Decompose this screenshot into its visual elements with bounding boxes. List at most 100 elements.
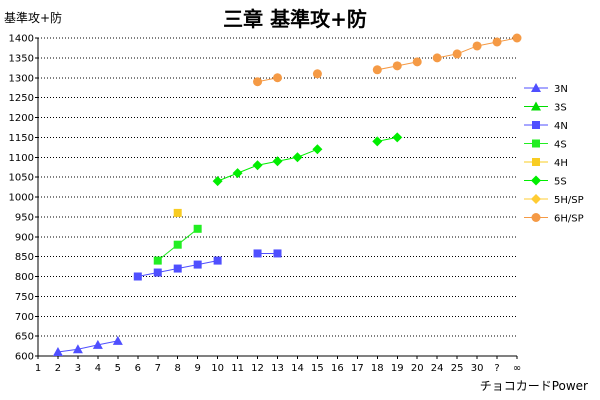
data-point-5s	[312, 144, 323, 155]
x-tick-label: 6	[135, 363, 141, 374]
data-point-6h-sp	[253, 77, 263, 87]
y-tick-label: 1400	[9, 34, 34, 45]
data-point-4s	[153, 256, 162, 265]
y-tick-label: 700	[15, 312, 34, 323]
data-point-4s	[193, 224, 202, 233]
grid-lines	[38, 37, 517, 337]
series-line-3n	[57, 340, 118, 353]
data-point-4h	[173, 208, 182, 217]
x-tick-label: 19	[391, 363, 404, 374]
data-point-6h-sp	[452, 49, 462, 59]
data-point-6h-sp	[512, 33, 522, 43]
legend-marker-5h-sp	[531, 194, 541, 204]
y-axis-title: 基準攻+防	[4, 10, 62, 25]
data-point-4n	[273, 249, 282, 258]
data-point-5s	[372, 136, 383, 147]
x-tick-label: 1	[35, 363, 41, 374]
x-tick-label: 14	[291, 363, 304, 374]
data-series	[52, 33, 522, 357]
legend-marker-4s	[532, 139, 540, 148]
y-tick-labels: 600 650 700 750 800 850 900 950 1000 1050 1100 1150…	[9, 34, 34, 363]
data-point-5s	[252, 160, 263, 171]
y-tick-label: 1000	[9, 193, 34, 204]
x-tick-label: 11	[231, 363, 244, 374]
x-tick-label: 12	[251, 363, 264, 374]
y-tick-label: 1350	[9, 53, 34, 64]
legend: 3N 3S 4N 4S 4H 5S 5H/SP 6H/SP	[524, 83, 584, 225]
x-tick-label: 20	[411, 363, 424, 374]
y-tick-label: 1200	[9, 113, 34, 124]
y-tick-label: 1100	[9, 153, 34, 164]
y-tick-label: 1150	[9, 133, 34, 144]
data-point-6h-sp	[432, 53, 442, 63]
data-point-3n	[112, 335, 123, 345]
y-tick-label: 850	[15, 252, 34, 263]
x-tick-label: 17	[351, 363, 364, 374]
axes	[35, 37, 518, 359]
data-point-6h-sp	[412, 57, 422, 67]
legend-marker-6h-sp	[531, 213, 541, 222]
data-point-4n	[153, 268, 162, 277]
legend-label-5s: 5S	[554, 177, 567, 188]
data-point-3n	[92, 339, 103, 349]
x-tick-label: 3	[75, 363, 81, 374]
y-tick-label: 950	[15, 212, 34, 223]
legend-marker-3n	[531, 83, 541, 92]
x-tick-label: 15	[311, 363, 324, 374]
data-point-3n	[72, 344, 83, 354]
x-tick-label: 25	[451, 363, 464, 374]
y-tick-label: 1050	[9, 173, 34, 184]
chart-title: 三章 基準攻+防	[223, 7, 367, 31]
data-point-3n	[52, 347, 63, 357]
y-tick-label: 1300	[9, 73, 34, 84]
x-tick-label: ?	[494, 363, 499, 374]
data-point-4n	[133, 272, 142, 281]
y-tick-label: 900	[15, 232, 34, 243]
legend-label-5h-sp: 5H/SP	[554, 195, 584, 206]
x-tick-label: 5	[115, 363, 121, 374]
y-tick-label: 750	[15, 292, 34, 303]
legend-marker-4n	[532, 121, 540, 129]
data-point-6h-sp	[392, 61, 402, 71]
series-line-5s	[217, 148, 318, 182]
data-point-6h-sp	[312, 69, 322, 79]
legend-label-4h: 4H	[554, 158, 568, 169]
data-point-4n	[173, 264, 182, 273]
y-tick-label: 800	[15, 272, 34, 283]
data-point-4s	[173, 240, 182, 249]
data-point-5s	[272, 156, 283, 167]
legend-marker-5s	[531, 175, 541, 186]
x-tick-labels: 1 2 3 4 5 6 7 8 9 10 11 12 13 14 15 16 17 18 19 20 24 25 30? ∞	[35, 363, 521, 374]
legend-label-3s: 3S	[554, 103, 567, 114]
data-point-6h-sp	[472, 41, 482, 51]
data-point-5s	[212, 176, 223, 187]
x-tick-label: 18	[371, 363, 384, 374]
data-point-4n	[193, 260, 202, 269]
x-tick-label: 24	[431, 363, 444, 374]
data-point-6h-sp	[273, 73, 282, 83]
data-point-6h-sp	[372, 65, 382, 75]
x-axis-title: チョコカードPower	[480, 379, 588, 393]
x-tick-label: 2	[55, 363, 61, 374]
data-point-5s	[292, 152, 303, 163]
data-point-4n	[253, 249, 262, 258]
legend-label-4s: 4S	[554, 140, 567, 151]
x-tick-label: 10	[211, 363, 224, 374]
x-tick-label: ∞	[513, 363, 521, 374]
data-point-6h-sp	[492, 37, 502, 47]
data-point-5s	[392, 132, 403, 143]
x-tick-label: 7	[155, 363, 161, 374]
legend-marker-3s	[531, 101, 541, 111]
legend-marker-4h	[532, 158, 540, 166]
y-tick-label: 1250	[9, 93, 34, 104]
x-tick-label: 9	[194, 363, 200, 374]
x-tick-label: 13	[271, 363, 284, 374]
data-point-4n	[213, 256, 222, 265]
x-tick-label: 16	[331, 363, 344, 374]
x-tick-label: 8	[175, 363, 181, 374]
legend-label-3n: 3N	[554, 84, 568, 95]
legend-label-6h-sp: 6H/SP	[554, 214, 584, 225]
legend-label-4n: 4N	[554, 121, 568, 132]
x-tick-label: 30	[471, 363, 484, 374]
